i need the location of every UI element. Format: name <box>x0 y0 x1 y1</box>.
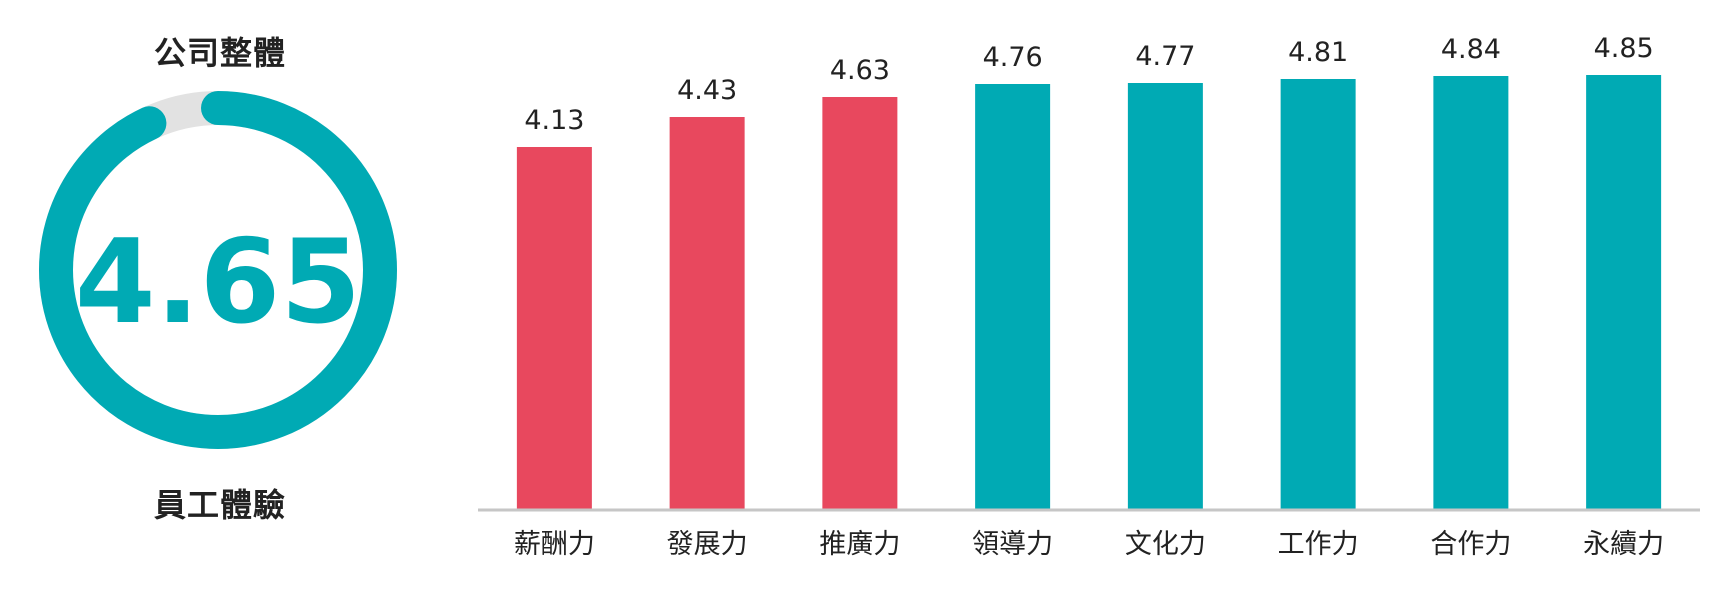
bar-value-label: 4.43 <box>677 75 737 106</box>
category-label: 薪酬力 <box>514 529 595 560</box>
bar-value-label: 4.13 <box>524 105 584 136</box>
bar-value-label: 4.81 <box>1288 37 1348 68</box>
gauge-value: 4.65 <box>75 215 361 350</box>
bar-value-label: 4.84 <box>1441 34 1501 65</box>
bar-value-label: 4.63 <box>830 55 890 86</box>
gauge-subtitle: 員工體驗 <box>153 486 286 524</box>
gauge-title: 公司整體 <box>153 34 286 72</box>
bar-value-label: 4.76 <box>983 42 1043 73</box>
bar <box>1433 76 1509 510</box>
category-label: 推廣力 <box>819 529 900 560</box>
gauge-progress-arc <box>39 91 397 449</box>
category-label: 工作力 <box>1278 529 1359 560</box>
category-label: 永續力 <box>1583 529 1664 560</box>
bar <box>1280 79 1356 510</box>
category-label: 合作力 <box>1430 529 1511 560</box>
bar <box>669 117 745 510</box>
bar <box>1127 83 1203 510</box>
bar <box>975 84 1051 510</box>
bar <box>516 147 592 510</box>
category-label: 發展力 <box>667 529 748 560</box>
category-label: 文化力 <box>1125 529 1206 560</box>
bar <box>1586 75 1662 510</box>
gauge-panel: 公司整體 4.65 員工體驗 <box>0 0 440 594</box>
score-gauge: 4.65 <box>39 91 397 449</box>
category-label: 領導力 <box>972 529 1053 560</box>
bar-value-label: 4.85 <box>1594 33 1654 64</box>
bar-value-label: 4.77 <box>1135 41 1195 72</box>
bar <box>822 97 898 510</box>
